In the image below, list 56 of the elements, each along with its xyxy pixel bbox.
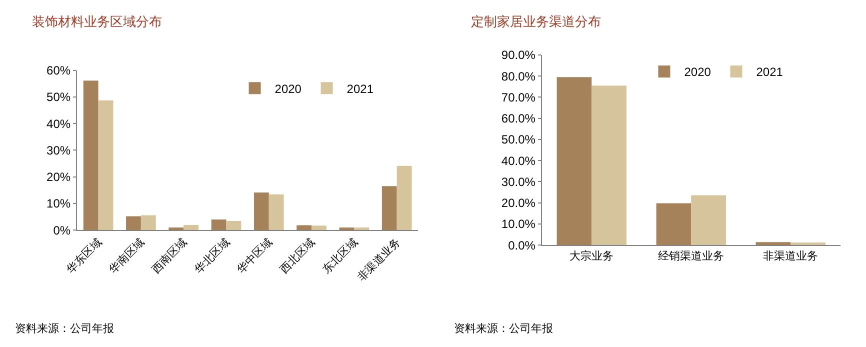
x-tick-label: 西南区域 [149,236,190,276]
text: 资料来源：公司年报 [15,322,114,335]
y-tick-label: 0.0% [508,238,536,252]
x-tick-label: 华北区域 [192,236,232,276]
bar [691,195,726,246]
x-tick-label: 非渠道业务 [763,249,818,262]
y-tick-label: 50% [46,90,71,104]
bar [140,215,156,230]
bar [756,242,791,246]
x-tick-label: 经销渠道业务 [658,249,724,262]
bar [98,100,114,230]
x-tick-label: 华东区域 [64,236,104,276]
y-tick-label: 0% [53,223,71,238]
bar [296,225,312,230]
bar [790,242,826,246]
bar [226,221,242,230]
bar [396,166,412,230]
legend-label: 2020 [684,65,712,80]
bar [592,86,626,246]
bar [211,219,226,230]
bar [184,225,199,230]
y-tick-label: 30% [46,143,71,158]
text: 资料来源：公司年报 [454,322,553,335]
bar [268,194,284,230]
chart-title: 装饰材料业务区域分布 [32,14,162,29]
y-tick-label: 70.0% [501,90,536,104]
y-tick-label: 80.0% [501,69,536,84]
y-tick-label: 40% [46,116,71,131]
bar [168,227,184,230]
y-tick-label: 50.0% [501,132,536,147]
bar [354,227,370,230]
x-tick-label: 华南区域 [106,236,147,276]
y-tick-label: 60% [46,63,71,78]
legend-label: 2021 [756,65,784,80]
y-tick-label: 10.0% [501,217,536,232]
bar [339,227,354,230]
bar [656,203,692,246]
y-tick-label: 40.0% [501,154,536,168]
y-tick-label: 10% [46,196,71,211]
bar [382,186,397,230]
y-tick-label: 30.0% [501,174,536,189]
bar [254,192,269,230]
chart-title: 定制家居业务渠道分布 [471,14,601,29]
y-tick-label: 60.0% [501,112,536,126]
bar [312,226,326,230]
bar [126,216,141,230]
y-tick-label: 20% [46,170,71,184]
bar [83,80,98,230]
x-tick-label: 大宗业务 [570,249,614,262]
legend-label: 2020 [274,82,302,96]
x-tick-label: 华中区域 [234,236,275,276]
y-tick-label: 20.0% [501,196,536,210]
y-tick-label: 90.0% [501,48,536,62]
bar [556,77,592,246]
x-tick-label: 西北区域 [277,236,318,276]
legend-label: 2021 [346,82,374,96]
